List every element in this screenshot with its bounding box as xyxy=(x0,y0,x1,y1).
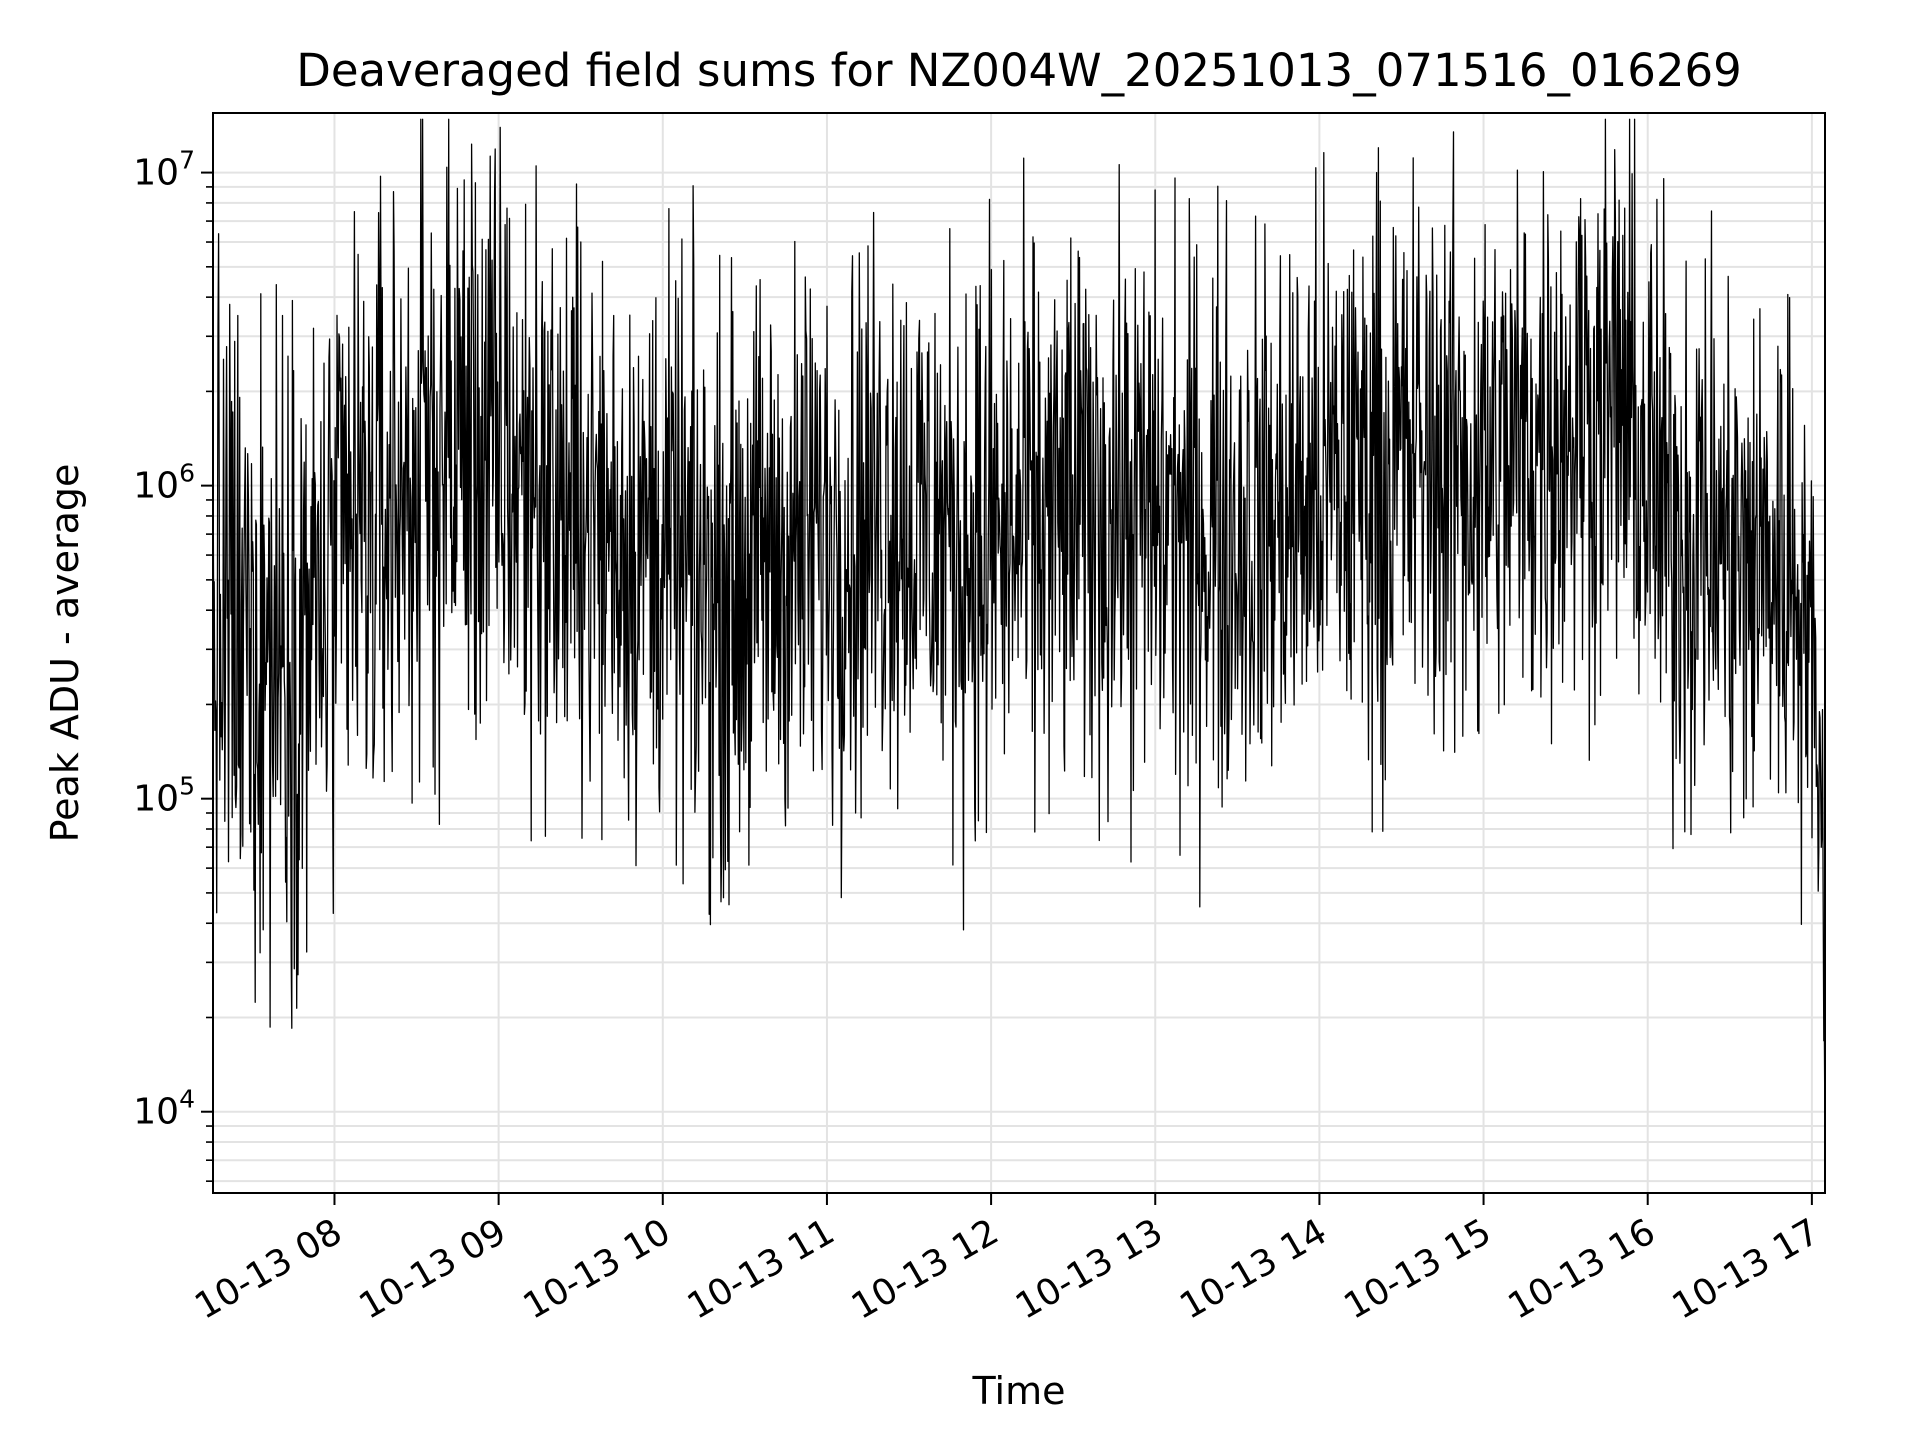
y-tick-label-exponent: 7 xyxy=(179,146,195,175)
chart-title: Deaveraged field sums for NZ004W_2025101… xyxy=(296,44,1742,97)
y-tick-label: 104 xyxy=(133,1085,195,1133)
series-line-peak-adu xyxy=(212,118,1826,1143)
y-tick-label-exponent: 6 xyxy=(179,459,195,488)
series-layer xyxy=(212,118,1826,1143)
y-axis-label: Peak ADU - average xyxy=(43,464,87,843)
plot-area-frame xyxy=(212,112,1826,1194)
y-tick-label-base: 10 xyxy=(133,779,179,820)
y-tick-label-exponent: 5 xyxy=(179,772,195,801)
y-tick-label: 107 xyxy=(133,146,195,194)
x-axis-label: Time xyxy=(972,1369,1066,1413)
y-tick-label-exponent: 4 xyxy=(179,1085,195,1114)
y-tick-label: 105 xyxy=(133,772,195,820)
y-tick-label-base: 10 xyxy=(133,466,179,507)
y-tick-label-base: 10 xyxy=(133,1092,179,1133)
y-tick-label: 106 xyxy=(133,459,195,507)
y-tick-label-base: 10 xyxy=(133,153,179,194)
